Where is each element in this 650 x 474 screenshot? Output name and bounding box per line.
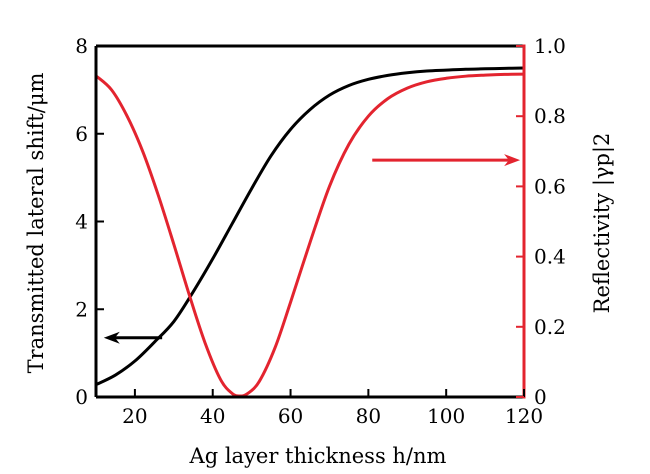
x-tick-label: 120: [505, 404, 543, 428]
x-tick-label: 40: [200, 404, 225, 428]
arrow-left-icon: [103, 331, 120, 344]
y-right-tick-label: 0.8: [534, 104, 566, 128]
y-left-tick-label: 4: [75, 210, 88, 234]
plot-area: [96, 66, 524, 397]
y-left-axis-title: Transmitted lateral shift/μm: [24, 72, 48, 373]
y-right-tick-label: 0.6: [534, 174, 566, 198]
lateral-shift-line: [96, 66, 524, 387]
x-tick-label: 60: [278, 404, 303, 428]
y-right-tick-label: 0: [534, 385, 547, 409]
x-tick-label: 100: [427, 404, 465, 428]
reflectivity-line: [96, 72, 524, 397]
y-right-tick-label: 1.0: [534, 34, 566, 58]
tick-marks: [96, 45, 525, 398]
arrow-right-icon: [504, 154, 521, 167]
y-left-tick-label: 2: [75, 297, 88, 321]
y-right-tick-label: 0.4: [534, 245, 566, 269]
y-right-tick-label: 0.2: [534, 315, 566, 339]
y-left-tick-label: 6: [75, 122, 88, 146]
y-left-tick-label: 0: [75, 385, 88, 409]
x-axis-title: Ag layer thickness h/nm: [189, 444, 447, 468]
y-right-axis-title: Reflectivity |γp|2: [590, 133, 615, 314]
x-tick-label: 20: [122, 404, 147, 428]
y-left-tick-label: 8: [75, 34, 88, 58]
axes: [94, 44, 526, 399]
x-tick-label: 80: [356, 404, 381, 428]
